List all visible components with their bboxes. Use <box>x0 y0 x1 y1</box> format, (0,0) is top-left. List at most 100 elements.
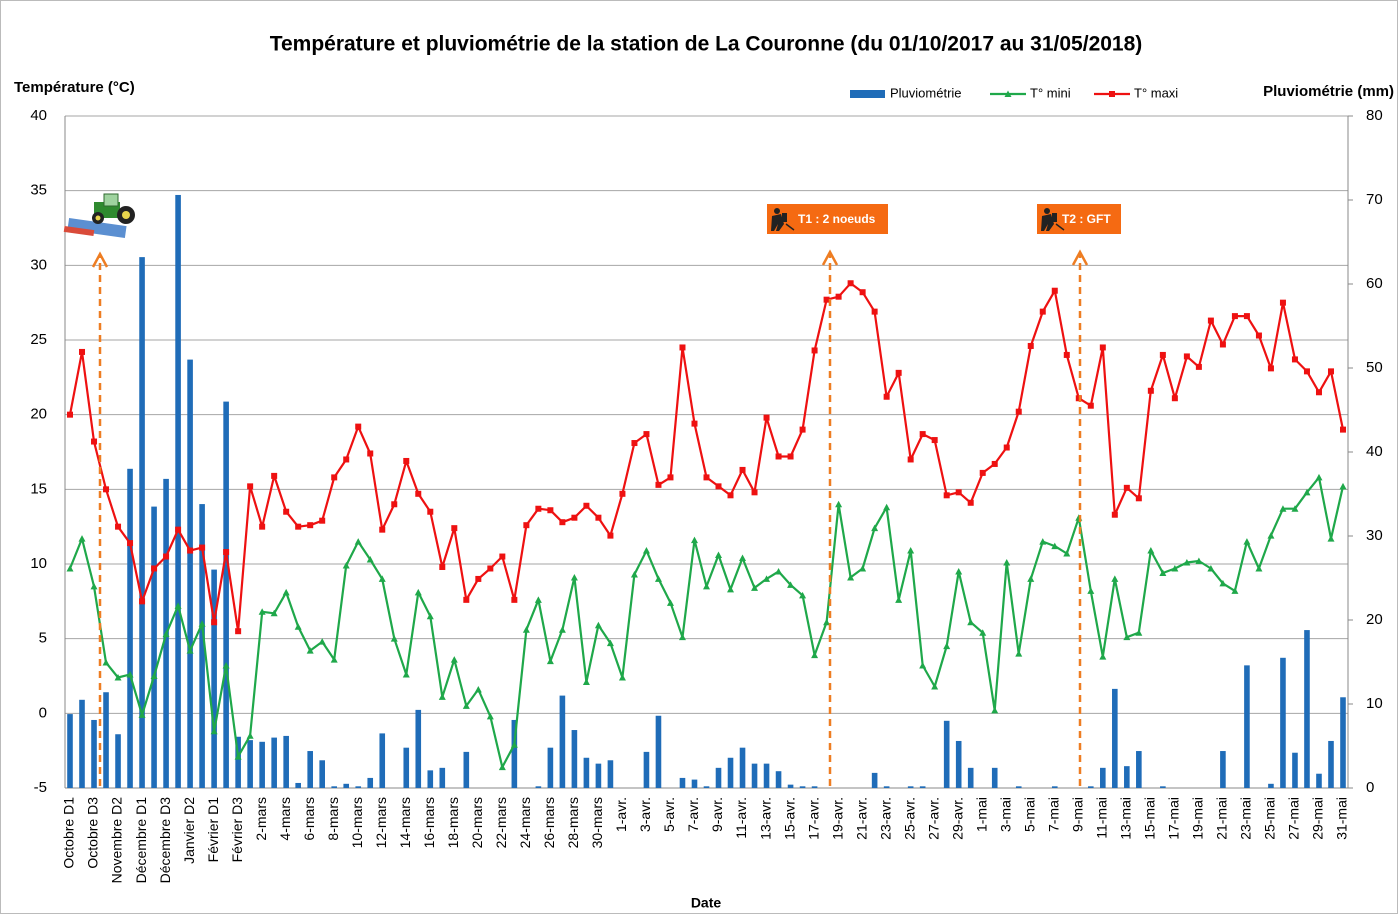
x-tick-label: 23-avr. <box>877 797 893 840</box>
bar <box>223 402 229 788</box>
marker <box>379 527 385 533</box>
x-tick-label: 15-mai <box>1142 797 1158 840</box>
marker <box>523 522 529 528</box>
bar <box>716 768 722 788</box>
bar <box>67 714 73 788</box>
marker <box>199 545 205 551</box>
x-tick-label: Octobre D3 <box>85 797 101 869</box>
x-tick-label: 27-mai <box>1286 797 1302 840</box>
marker <box>259 524 265 530</box>
marker <box>607 533 613 539</box>
marker <box>1160 352 1166 358</box>
marker <box>1280 300 1286 306</box>
x-tick-label: 27-avr. <box>925 797 941 840</box>
bar <box>439 768 445 788</box>
marker <box>643 431 649 437</box>
x-tick-label: 28-mars <box>565 797 581 848</box>
x-tick-label: Décembre D3 <box>157 797 173 884</box>
marker <box>511 597 517 603</box>
x-tick-label: 16-mars <box>421 797 437 848</box>
x-tick-label: 13-avr. <box>757 797 773 840</box>
bar <box>1292 753 1298 788</box>
y2-tick-label: 50 <box>1366 359 1383 376</box>
marker <box>667 474 673 480</box>
x-tick-label: 24-mars <box>517 797 533 848</box>
marker <box>535 506 541 512</box>
marker <box>463 597 469 603</box>
x-tick-label: 10-mars <box>349 797 365 848</box>
marker <box>908 456 914 462</box>
y2-tick-label: 60 <box>1366 275 1383 292</box>
marker <box>427 509 433 515</box>
marker <box>571 515 577 521</box>
marker <box>968 500 974 506</box>
x-tick-label: 29-mai <box>1310 797 1326 840</box>
x-tick-label: 19-mai <box>1190 797 1206 840</box>
marker <box>151 565 157 571</box>
bar <box>403 748 409 788</box>
x-tick-label: 5-mai <box>1021 797 1037 832</box>
marker <box>1304 368 1310 374</box>
marker <box>451 525 457 531</box>
marker <box>103 486 109 492</box>
x-tick-label: 3-mai <box>997 797 1013 832</box>
marker <box>896 370 902 376</box>
x-tick-label: 2-mars <box>253 797 269 841</box>
x-tick-label: 29-avr. <box>949 797 965 840</box>
bar <box>415 710 421 788</box>
marker <box>211 619 217 625</box>
marker <box>175 527 181 533</box>
bar <box>355 786 361 788</box>
x-tick-label: 17-mai <box>1166 797 1182 840</box>
bar <box>1016 786 1022 788</box>
marker <box>944 492 950 498</box>
marker <box>1340 427 1346 433</box>
marker <box>1244 313 1250 319</box>
bar <box>1340 697 1346 788</box>
marker <box>595 515 601 521</box>
marker <box>67 412 73 418</box>
marker <box>1004 445 1010 451</box>
legend-marker <box>1109 91 1115 97</box>
bar <box>103 692 109 788</box>
marker <box>728 492 734 498</box>
y2-tick-label: 20 <box>1366 611 1383 628</box>
marker <box>1088 403 1094 409</box>
bar <box>872 773 878 788</box>
marker <box>403 458 409 464</box>
marker <box>127 540 133 546</box>
y-tick-label: 0 <box>39 704 47 721</box>
marker <box>271 473 277 479</box>
x-tick-label: 31-mai <box>1334 797 1350 840</box>
x-tick-label: Janvier D2 <box>181 797 197 864</box>
marker <box>355 424 361 430</box>
marker <box>1184 353 1190 359</box>
x-tick-label: 21-avr. <box>853 797 869 840</box>
marker <box>920 431 926 437</box>
bar <box>295 783 301 788</box>
marker <box>283 509 289 515</box>
bar <box>812 786 818 788</box>
marker <box>487 565 493 571</box>
marker <box>367 450 373 456</box>
bar <box>187 360 193 788</box>
marker <box>1124 485 1130 491</box>
bar <box>115 734 121 788</box>
x-tick-label: 7-avr. <box>685 797 701 832</box>
marker <box>583 503 589 509</box>
marker <box>980 470 986 476</box>
marker <box>415 491 421 497</box>
marker <box>776 453 782 459</box>
marker <box>1100 344 1106 350</box>
marker <box>1016 409 1022 415</box>
marker <box>679 344 685 350</box>
x-tick-label: 5-avr. <box>661 797 677 832</box>
bar <box>1316 774 1322 788</box>
bar <box>1304 630 1310 788</box>
legend-label: T° maxi <box>1134 85 1178 100</box>
marker <box>163 554 169 560</box>
x-tick-label: Octobre D1 <box>61 797 77 869</box>
bar <box>728 758 734 788</box>
x-tick-label: Février D3 <box>229 797 245 863</box>
annotation-label: T1 : 2 noeuds <box>798 212 876 226</box>
